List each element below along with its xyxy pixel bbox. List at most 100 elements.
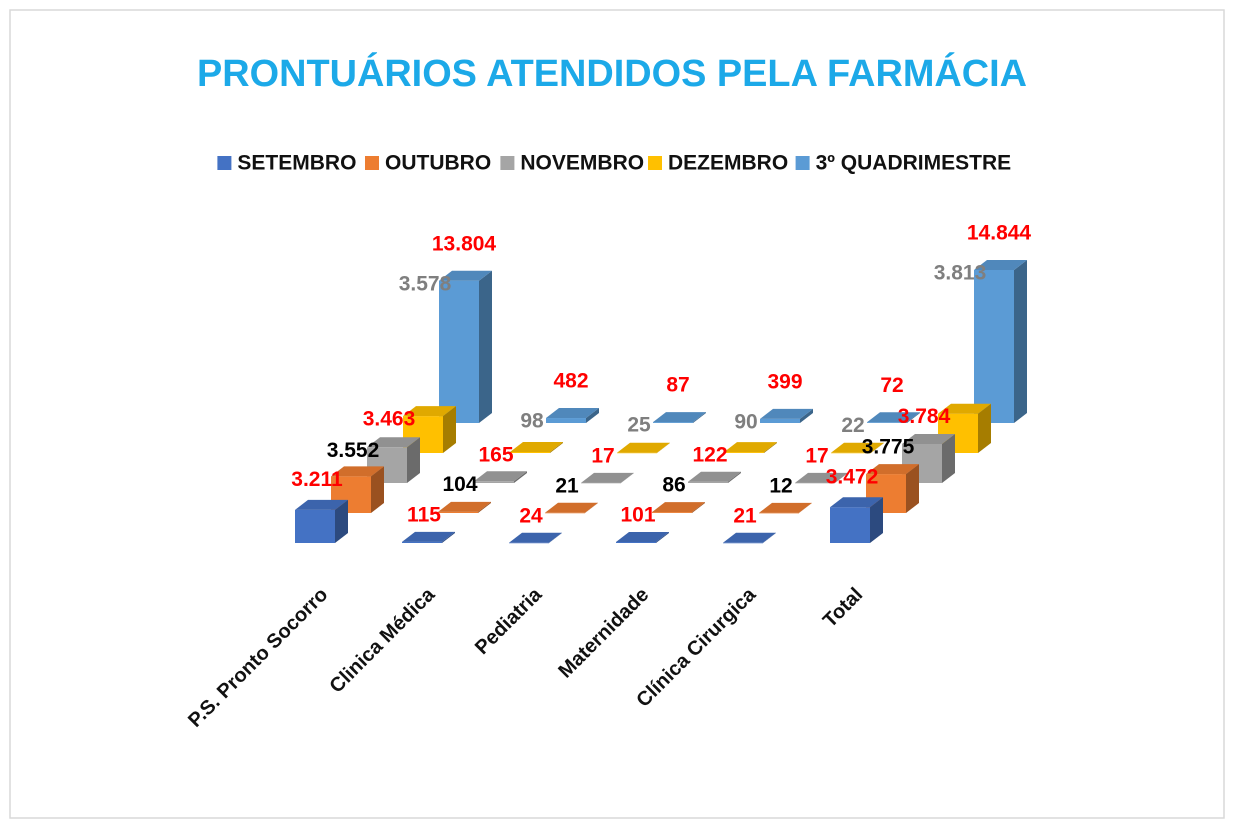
bar-top: [402, 531, 455, 542]
bar-front: [616, 541, 656, 543]
bar-top: [438, 501, 491, 512]
bar-front: [439, 280, 479, 423]
bar: [509, 532, 562, 544]
bar-front: [652, 512, 692, 513]
bar-side: [871, 442, 884, 453]
value-label: 90: [734, 410, 757, 433]
bar-front: [581, 482, 621, 484]
value-label: 399: [767, 370, 802, 393]
value-label: 3.813: [934, 262, 987, 285]
bar-front: [653, 422, 693, 423]
bars: [295, 260, 1027, 544]
bar-side: [621, 472, 634, 483]
chart-title: PRONTUÁRIOS ATENDIDOS PELA FARMÁCIA: [197, 51, 1027, 95]
bar-side: [906, 464, 919, 513]
value-label: 115: [407, 503, 441, 526]
bar-front: [546, 418, 586, 423]
value-label: 482: [553, 370, 588, 393]
bar: [760, 408, 813, 423]
bar-front: [974, 270, 1014, 423]
bar-top: [295, 499, 348, 510]
bar-top: [545, 502, 598, 513]
bar-top: [581, 472, 634, 483]
bar-front: [867, 422, 907, 423]
bar-front: [545, 512, 585, 514]
bar-side: [728, 471, 741, 483]
value-label: 13.804: [432, 232, 497, 255]
value-label: 17: [805, 444, 828, 467]
bar-top: [724, 442, 777, 453]
bar: [974, 260, 1027, 423]
chart-frame: [9, 9, 1225, 819]
bar: [724, 442, 777, 453]
value-label: 24: [519, 504, 543, 527]
value-label: 122: [692, 444, 727, 467]
bar-top: [759, 502, 812, 513]
bar-side: [371, 466, 384, 513]
bar: [295, 499, 348, 543]
bar-top: [510, 441, 563, 452]
bar: [581, 472, 634, 484]
bar-side: [1014, 260, 1027, 423]
bar-top: [617, 442, 670, 453]
value-label: 17: [591, 444, 614, 467]
bar-top: [795, 472, 848, 483]
legend: SETEMBRO OUTUBRO NOVEMBRO DEZEMBRO 3º QUADRI…: [217, 152, 1011, 175]
bar-top: [902, 433, 955, 444]
bar-top: [509, 532, 562, 543]
bar-side: [586, 408, 599, 423]
bar-top: [331, 466, 384, 477]
value-label: 3.578: [399, 272, 452, 295]
value-label: 21: [733, 504, 757, 527]
bar: [510, 441, 563, 453]
legend-swatch: [365, 156, 379, 170]
bar-front: [617, 452, 657, 454]
bar-top: [616, 531, 669, 542]
value-label: 25: [627, 414, 651, 437]
bar-side: [764, 442, 777, 453]
bar-top: [723, 532, 776, 543]
bar-top: [866, 464, 919, 475]
legend-swatch: [500, 156, 515, 170]
legend-label: 3º QUADRIMESTRE: [816, 152, 1012, 175]
bar: [653, 412, 706, 423]
bar-side: [693, 412, 706, 423]
value-label: 165: [478, 444, 513, 467]
bar-side: [442, 531, 455, 543]
value-label: 22: [841, 414, 864, 437]
bar-front: [402, 541, 442, 543]
bar: [545, 502, 598, 514]
bar-top: [474, 471, 527, 482]
bar-front: [509, 542, 549, 544]
legend-swatch: [648, 156, 662, 170]
bar-side: [800, 408, 813, 423]
bar: [617, 442, 670, 454]
bar: [546, 408, 599, 423]
bar-top: [760, 408, 813, 419]
bar-front: [438, 511, 478, 513]
bar-front: [759, 512, 799, 514]
bar-side: [692, 502, 705, 513]
bar-front: [295, 509, 335, 543]
bar: [759, 502, 812, 514]
bar: [402, 531, 455, 543]
bar-top: [653, 412, 706, 423]
bar: [688, 471, 741, 483]
bar-top: [688, 471, 741, 482]
bar: [831, 442, 884, 454]
bar-top: [867, 412, 920, 423]
value-label: 86: [662, 473, 685, 496]
bar-top: [830, 497, 883, 508]
value-label: 21: [555, 474, 579, 497]
value-label: 72: [880, 374, 903, 397]
bar-front: [830, 507, 870, 543]
legend-label: DEZEMBRO: [668, 152, 788, 175]
legend-label: NOVEMBRO: [520, 152, 644, 175]
bar: [439, 270, 492, 423]
bar-side: [799, 502, 812, 513]
value-label: 3.775: [862, 436, 915, 459]
bar: [474, 471, 527, 483]
bar-front: [510, 451, 550, 453]
bar: [438, 501, 491, 513]
